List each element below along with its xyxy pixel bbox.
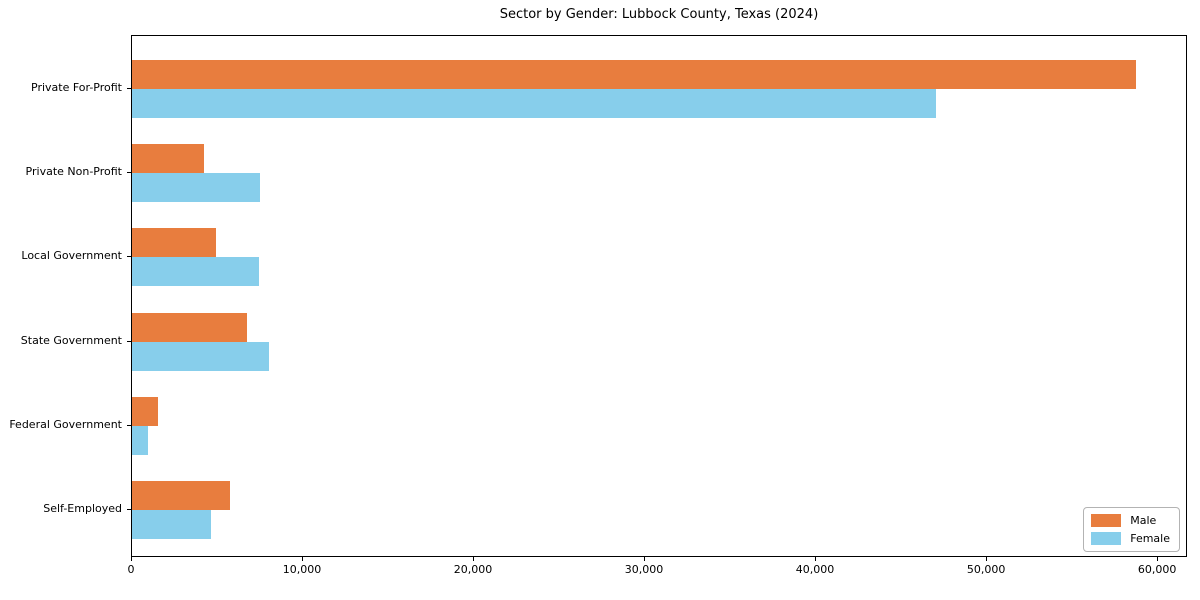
- x-tick-mark: [1157, 557, 1159, 561]
- y-tick-mark: [127, 172, 131, 174]
- x-tick-label: 30,000: [624, 563, 664, 576]
- y-tick-mark: [127, 509, 131, 510]
- y-axis-label: Local Government: [21, 249, 122, 263]
- bar-female-2: [132, 173, 261, 203]
- bar-row: [132, 228, 1186, 287]
- y-tick-mark: [127, 340, 131, 342]
- bar-female-4: [132, 341, 269, 371]
- x-tick-label: 10,000: [282, 563, 322, 576]
- legend-swatch-icon: [1091, 514, 1122, 527]
- bar-male-5: [132, 396, 158, 426]
- y-tick-mark: [127, 424, 131, 426]
- bar-row: [132, 144, 1186, 203]
- y-axis-label: Federal Government: [9, 417, 122, 431]
- y-tick-mark: [127, 256, 131, 258]
- bar-female-1: [132, 89, 936, 118]
- bar-row: [132, 396, 1186, 455]
- bar-male-1: [132, 60, 1136, 89]
- y-axis-label: Self-Employed: [43, 502, 122, 515]
- plot-area: Male Female: [131, 35, 1187, 557]
- x-tick-label: 40,000: [795, 563, 835, 576]
- x-tick-label: 50,000: [966, 563, 1006, 576]
- legend-swatch-icon: [1091, 532, 1122, 545]
- x-tick-mark: [986, 557, 988, 561]
- bar-row: [132, 60, 1186, 118]
- y-tick-mark: [127, 88, 131, 89]
- legend-label: Female: [1130, 532, 1170, 545]
- y-axis-label: Private Non-Profit: [25, 165, 122, 179]
- bar-row: [132, 312, 1186, 371]
- x-tick-mark: [131, 557, 132, 561]
- bar-male-2: [132, 144, 204, 174]
- x-tick-mark: [815, 557, 816, 561]
- x-tick-label: 20,000: [453, 563, 493, 576]
- y-axis-label: Private For-Profit: [31, 81, 122, 94]
- x-tick-label: 0: [127, 563, 135, 576]
- legend-label: Male: [1130, 514, 1157, 527]
- legend-item-male: Male: [1091, 514, 1170, 527]
- bar-female-5: [132, 425, 149, 455]
- bar-female-6: [132, 510, 211, 539]
- legend: Male Female: [1083, 507, 1180, 552]
- bar-male-4: [132, 312, 247, 342]
- x-tick-mark: [302, 557, 303, 561]
- chart-title: Sector by Gender: Lubbock County, Texas …: [499, 7, 819, 22]
- y-axis-label: State Government: [20, 333, 122, 347]
- x-tick-mark: [473, 557, 474, 561]
- legend-item-female: Female: [1091, 532, 1170, 545]
- bar-female-3: [132, 257, 259, 287]
- x-tick-mark: [644, 557, 645, 561]
- bar-male-3: [132, 228, 216, 258]
- bar-row: [132, 481, 1186, 539]
- x-tick-label: 60,000: [1137, 563, 1177, 576]
- bar-male-6: [132, 481, 230, 510]
